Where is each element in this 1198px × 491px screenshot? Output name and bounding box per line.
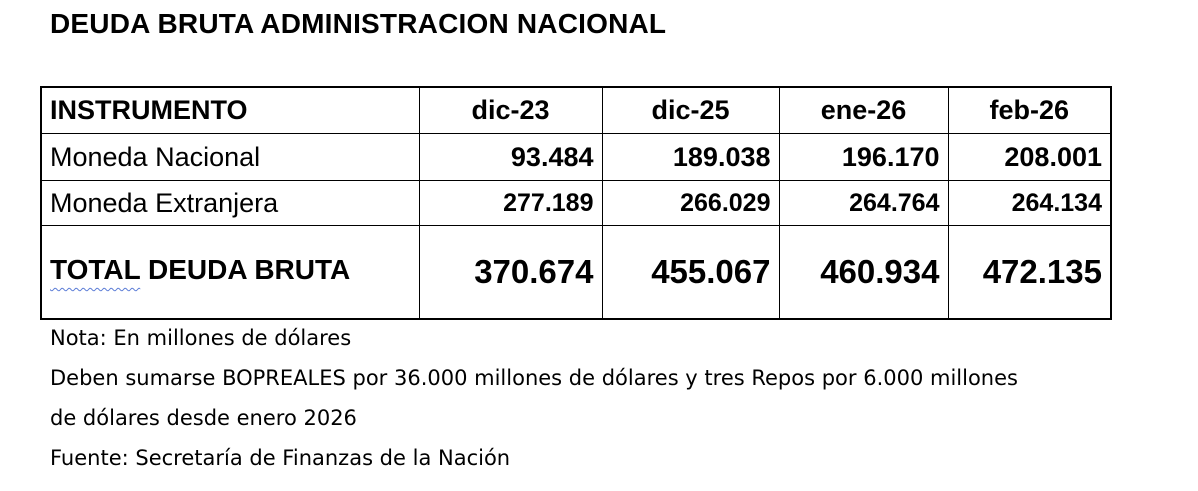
total-value: 460.934 — [778, 225, 949, 320]
header-period: ene-26 — [778, 86, 949, 134]
table-row: Moneda Extranjera 277.189 266.029 264.76… — [40, 180, 1112, 226]
row-label: Moneda Nacional — [40, 133, 420, 181]
cell-value: 264.134 — [947, 180, 1112, 226]
addendum-note-line: de dólares desde enero 2026 — [50, 406, 357, 430]
header-period: dic-25 — [601, 86, 780, 134]
header-period: feb-26 — [947, 86, 1112, 134]
cell-value: 93.484 — [418, 133, 603, 181]
cell-value: 208.001 — [947, 133, 1112, 181]
table-header-row: INSTRUMENTO dic-23 dic-25 ene-26 feb-26 — [40, 86, 1112, 134]
row-label: Moneda Extranjera — [40, 180, 420, 226]
addendum-note-line: Deben sumarse BOPREALES por 36.000 millo… — [50, 366, 1018, 390]
header-period: dic-23 — [418, 86, 603, 134]
total-value: 455.067 — [601, 225, 780, 320]
cell-value: 277.189 — [418, 180, 603, 226]
footnotes: Nota: En millones de dólares Deben sumar… — [50, 318, 1150, 478]
total-value: 472.135 — [947, 225, 1112, 320]
total-label-rest: DEUDA BRUTA — [140, 254, 351, 285]
cell-value: 189.038 — [601, 133, 780, 181]
cell-value: 266.029 — [601, 180, 780, 226]
total-label: TOTAL DEUDA BRUTA — [40, 225, 420, 320]
table-row: Moneda Nacional 93.484 189.038 196.170 2… — [40, 133, 1112, 181]
cell-value: 264.764 — [778, 180, 949, 226]
units-note: Nota: En millones de dólares — [50, 326, 352, 350]
source-note: Fuente: Secretaría de Finanzas de la Nac… — [50, 446, 511, 470]
total-value: 370.674 — [418, 225, 603, 320]
header-instrument: INSTRUMENTO — [40, 86, 420, 134]
total-row: TOTAL DEUDA BRUTA 370.674 455.067 460.93… — [40, 225, 1112, 320]
cell-value: 196.170 — [778, 133, 949, 181]
debt-table: INSTRUMENTO dic-23 dic-25 ene-26 feb-26 … — [40, 86, 1112, 320]
spellcheck-marked-word: TOTAL — [50, 254, 141, 285]
page-title: DEUDA BRUTA ADMINISTRACION NACIONAL — [50, 8, 667, 39]
